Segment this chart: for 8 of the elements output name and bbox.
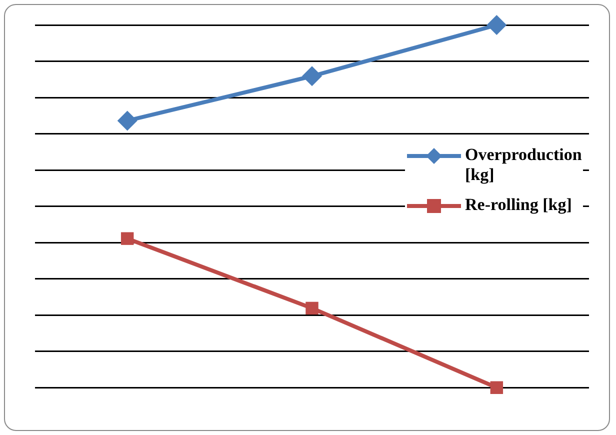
point: [117, 110, 138, 131]
legend-label: Overproduction [kg]: [465, 145, 583, 185]
point: [120, 232, 134, 245]
point: [302, 66, 322, 86]
point: [306, 302, 318, 315]
legend-label: Re-rolling [kg]: [465, 195, 572, 215]
point: [490, 381, 504, 394]
point: [486, 15, 507, 35]
